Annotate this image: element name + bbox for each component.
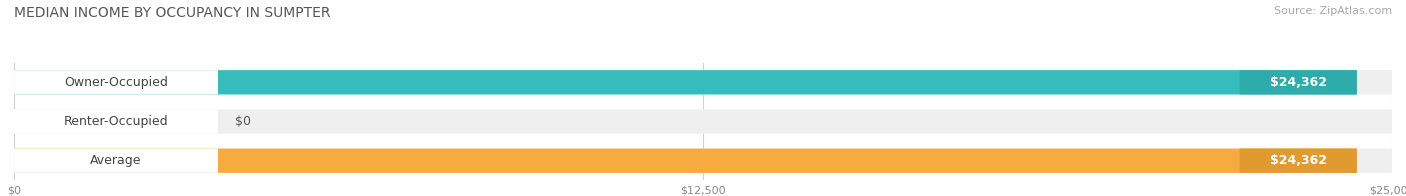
Text: Renter-Occupied: Renter-Occupied bbox=[63, 115, 169, 128]
FancyBboxPatch shape bbox=[14, 70, 1357, 94]
FancyBboxPatch shape bbox=[14, 70, 1392, 94]
FancyBboxPatch shape bbox=[14, 109, 1392, 134]
Text: MEDIAN INCOME BY OCCUPANCY IN SUMPTER: MEDIAN INCOME BY OCCUPANCY IN SUMPTER bbox=[14, 6, 330, 20]
FancyBboxPatch shape bbox=[14, 149, 1357, 173]
FancyBboxPatch shape bbox=[1240, 70, 1357, 94]
FancyBboxPatch shape bbox=[1240, 149, 1357, 173]
Text: Source: ZipAtlas.com: Source: ZipAtlas.com bbox=[1274, 6, 1392, 16]
Text: Owner-Occupied: Owner-Occupied bbox=[65, 76, 167, 89]
FancyBboxPatch shape bbox=[14, 149, 218, 173]
Text: Average: Average bbox=[90, 154, 142, 167]
FancyBboxPatch shape bbox=[14, 109, 218, 134]
Text: $24,362: $24,362 bbox=[1270, 154, 1327, 167]
Text: $24,362: $24,362 bbox=[1270, 76, 1327, 89]
FancyBboxPatch shape bbox=[14, 70, 218, 94]
Text: $0: $0 bbox=[235, 115, 250, 128]
FancyBboxPatch shape bbox=[14, 149, 1392, 173]
